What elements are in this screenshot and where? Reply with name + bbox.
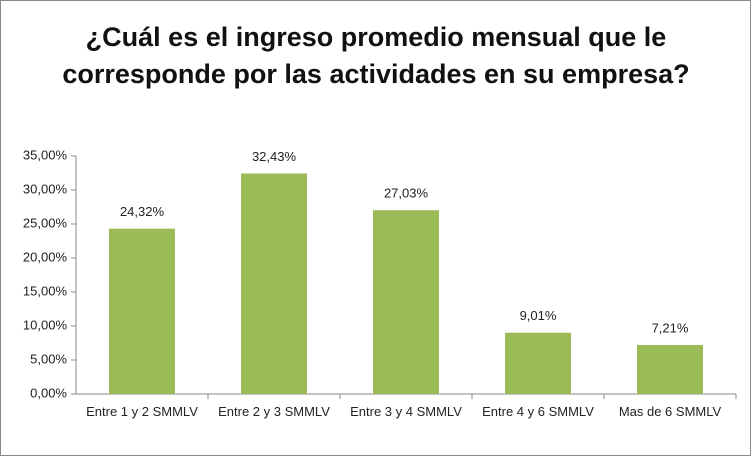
bar bbox=[373, 210, 439, 394]
x-tick-label: Entre 3 y 4 SMMLV bbox=[350, 404, 462, 419]
x-tick-label: Entre 4 y 6 SMMLV bbox=[482, 404, 594, 419]
y-tick-label: 10,00% bbox=[23, 317, 68, 332]
bar bbox=[241, 173, 307, 394]
x-tick-label: Entre 1 y 2 SMMLV bbox=[86, 404, 198, 419]
y-tick-label: 5,00% bbox=[30, 351, 67, 366]
y-tick-label: 20,00% bbox=[23, 249, 68, 264]
bar bbox=[109, 228, 175, 394]
y-tick-label: 35,00% bbox=[23, 147, 68, 162]
value-label: 27,03% bbox=[384, 186, 429, 201]
bar bbox=[505, 332, 571, 394]
value-label: 24,32% bbox=[120, 204, 165, 219]
y-tick-label: 30,00% bbox=[23, 181, 68, 196]
x-tick-label: Entre 2 y 3 SMMLV bbox=[218, 404, 330, 419]
x-tick-label: Mas de 6 SMMLV bbox=[618, 404, 722, 419]
value-label: 9,01% bbox=[520, 308, 557, 323]
y-tick-label: 15,00% bbox=[23, 283, 68, 298]
value-label: 7,21% bbox=[652, 320, 689, 335]
y-tick-label: 0,00% bbox=[30, 385, 67, 400]
value-label: 32,43% bbox=[252, 149, 297, 164]
y-tick-label: 25,00% bbox=[23, 215, 68, 230]
chart-title: ¿Cuál es el ingreso promedio mensual que… bbox=[62, 22, 690, 89]
bar bbox=[637, 344, 703, 394]
